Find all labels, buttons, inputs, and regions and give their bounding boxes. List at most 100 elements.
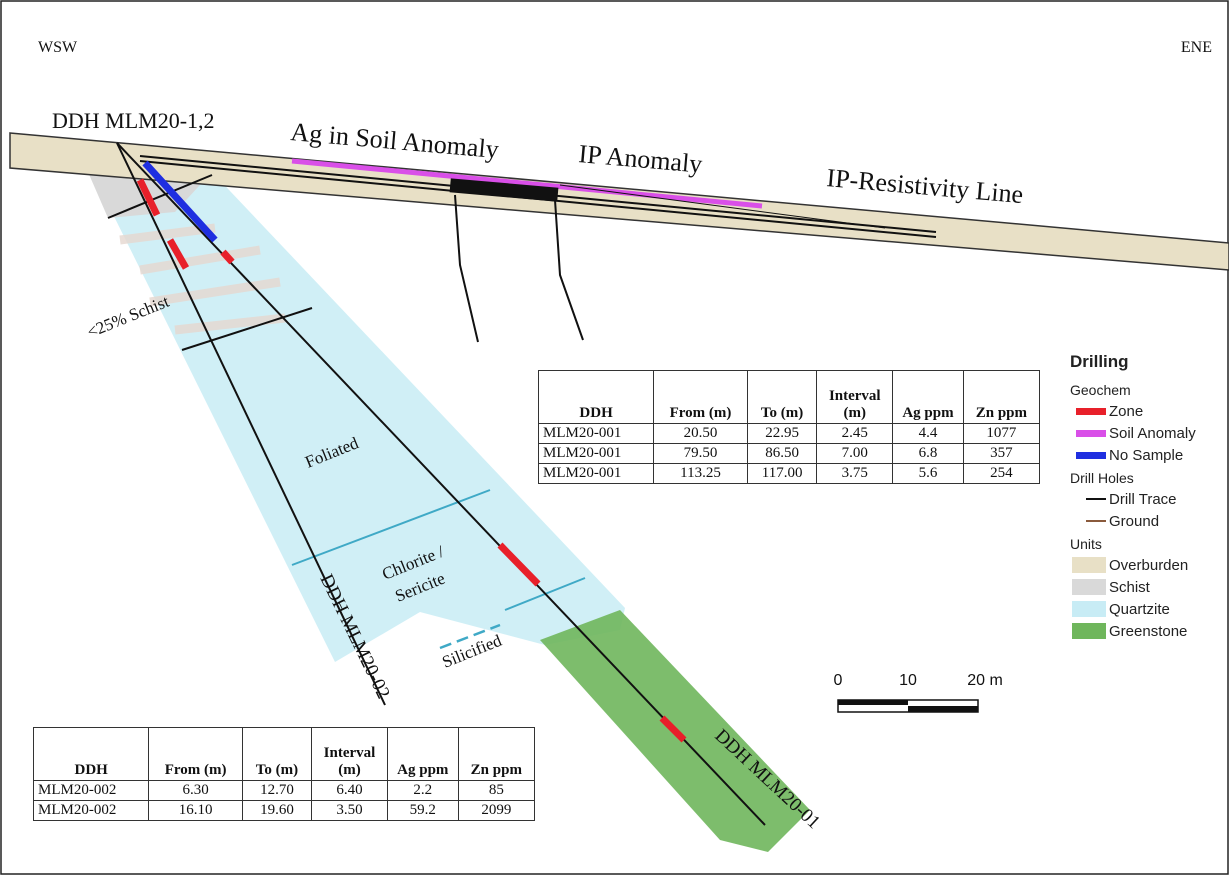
scale-bar — [838, 700, 908, 705]
legend-item: Drill Trace — [1070, 488, 1196, 510]
column-header: To (m) — [746, 370, 818, 424]
swatch — [1086, 520, 1106, 522]
swatch — [1072, 557, 1106, 573]
label: Silicified — [439, 631, 504, 672]
scale-label: 10 — [899, 672, 917, 689]
contact — [291, 489, 491, 566]
scale-label: 0 — [834, 672, 843, 689]
column-header: Zn ppm — [962, 370, 1041, 424]
legend-swatch — [1070, 448, 1106, 462]
contact — [107, 174, 213, 219]
cell: 6.40 — [311, 780, 388, 801]
cell: 79.50 — [653, 443, 748, 464]
legend-swatch — [1070, 557, 1106, 573]
swatch — [1072, 623, 1106, 639]
scale-bar — [908, 706, 978, 712]
legend-item: Zone — [1070, 400, 1196, 422]
legend: Drilling Geochem Zone Soil Anomaly No Sample… — [1070, 352, 1196, 642]
column-header: To (m) — [241, 727, 313, 781]
scale-label: 20 m — [967, 672, 1003, 689]
cell: 2.2 — [386, 780, 459, 801]
soil-anomaly — [291, 158, 763, 209]
cell: 20.50 — [653, 423, 748, 444]
cell: 2099 — [457, 800, 536, 821]
legend-label: Schist — [1109, 578, 1150, 596]
legend-label: Zone — [1109, 402, 1144, 420]
legend-label: No Sample — [1109, 446, 1184, 464]
legend-label: Greenstone — [1109, 622, 1188, 640]
cell: 3.75 — [816, 463, 894, 484]
column-header: Zn ppm — [457, 727, 536, 781]
column-header: Ag ppm — [892, 370, 964, 424]
contact — [181, 307, 313, 351]
legend-swatch — [1070, 426, 1106, 440]
column-header: DDH — [537, 370, 655, 424]
ip-anomaly — [449, 178, 559, 202]
zones — [136, 178, 687, 743]
row: MLM20-001 113.25 117.00 3.75 5.6 254 — [537, 463, 1041, 484]
label: IP Anomaly — [577, 139, 703, 179]
cell: 16.10 — [148, 800, 243, 821]
swatch — [1072, 579, 1106, 595]
cell: MLM20-001 — [537, 443, 655, 464]
legend-swatch — [1070, 492, 1106, 506]
cell: 19.60 — [241, 800, 313, 821]
swatch — [1076, 429, 1106, 437]
column-header: DDH — [32, 727, 150, 781]
column-header: Interval (m) — [816, 370, 894, 424]
cell: 4.4 — [892, 423, 964, 444]
swatch — [1076, 407, 1106, 415]
legend-label: Soil Anomaly — [1109, 424, 1196, 442]
legend-item: Ground — [1070, 510, 1196, 532]
drill-trace — [116, 142, 386, 706]
cell: 6.8 — [892, 443, 964, 464]
cell: 6.30 — [148, 780, 243, 801]
direction: ENE — [1181, 39, 1212, 56]
legend-swatch — [1070, 601, 1106, 617]
assay-table: DDH From (m) To (m) Interval (m) Ag ppm Zn pp… — [32, 727, 536, 821]
assay-table: DDH From (m) To (m) Interval (m) Ag ppm Zn pp… — [537, 370, 1041, 484]
legend-title: Drilling — [1070, 352, 1129, 371]
no-sample — [142, 160, 218, 243]
swatch — [1072, 601, 1106, 617]
direction: WSW — [38, 39, 78, 56]
swatch — [1076, 451, 1106, 459]
cell: 254 — [962, 463, 1041, 484]
legend-swatch — [1070, 514, 1106, 528]
contact — [439, 623, 501, 650]
legend-group: Units — [1070, 536, 1102, 552]
row: MLM20-001 20.50 22.95 2.45 4.4 1077 — [537, 423, 1041, 444]
cell: 22.95 — [746, 423, 818, 444]
column-header: From (m) — [148, 727, 243, 781]
cell: MLM20-001 — [537, 423, 655, 444]
legend-group: Geochem — [1070, 382, 1131, 398]
legend-item: No Sample — [1070, 444, 1196, 466]
cell: 59.2 — [386, 800, 459, 821]
header-row: DDH From (m) To (m) Interval (m) Ag ppm Zn pp… — [537, 370, 1041, 424]
cell: 357 — [962, 443, 1041, 464]
row: MLM20-001 79.50 86.50 7.00 6.8 357 — [537, 443, 1041, 464]
cell: 86.50 — [746, 443, 818, 464]
row: MLM20-002 6.30 12.70 6.40 2.2 85 — [32, 780, 536, 801]
cell: MLM20-002 — [32, 780, 150, 801]
leader — [559, 184, 886, 229]
cell: 117.00 — [746, 463, 818, 484]
legend-label: Quartzite — [1109, 600, 1170, 618]
legend-swatch — [1070, 404, 1106, 418]
cell: 3.50 — [311, 800, 388, 821]
swatch — [1086, 498, 1106, 500]
legend-item: Overburden — [1070, 554, 1196, 576]
cell: 12.70 — [241, 780, 313, 801]
cell: 5.6 — [892, 463, 964, 484]
row: MLM20-002 16.10 19.60 3.50 59.2 2099 — [32, 800, 536, 821]
ip-body — [454, 194, 479, 343]
cell: 113.25 — [653, 463, 748, 484]
column-header: From (m) — [653, 370, 748, 424]
cell: 7.00 — [816, 443, 894, 464]
legend-item: Quartzite — [1070, 598, 1196, 620]
cell: 2.45 — [816, 423, 894, 444]
cell: 1077 — [962, 423, 1041, 444]
label: <25% Schist — [84, 292, 172, 342]
